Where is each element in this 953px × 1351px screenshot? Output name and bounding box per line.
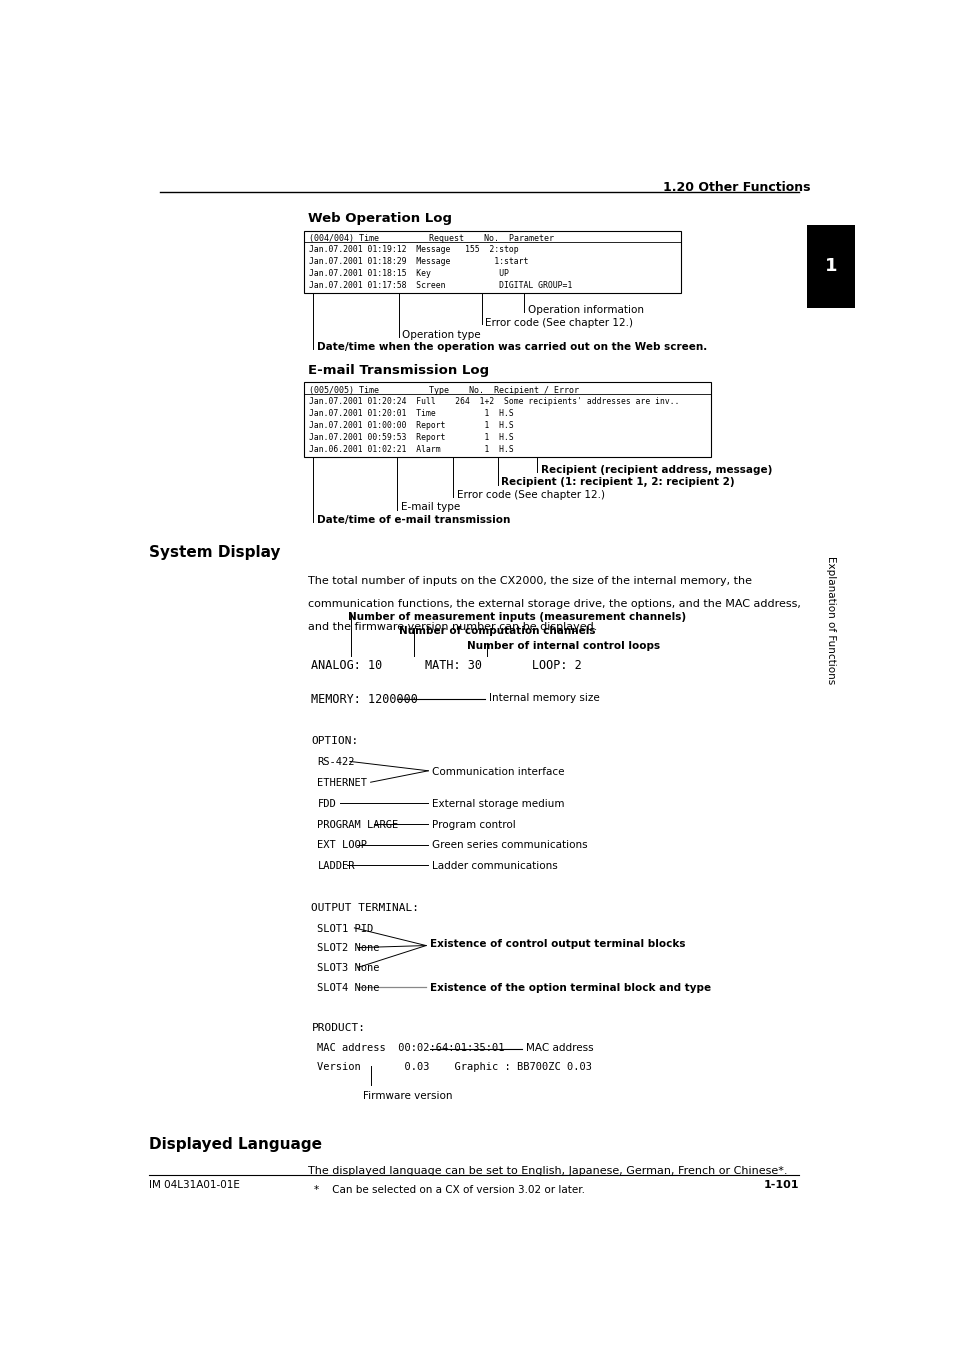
Text: LADDER: LADDER <box>317 862 355 871</box>
Text: External storage medium: External storage medium <box>432 798 564 809</box>
Text: SLOT4 None: SLOT4 None <box>317 984 379 993</box>
Text: Date/time of e-mail transmission: Date/time of e-mail transmission <box>316 515 510 526</box>
Text: Recipient (recipient address, message): Recipient (recipient address, message) <box>540 465 771 476</box>
Text: RS-422: RS-422 <box>317 758 355 767</box>
Text: MAC address  00:02:64:01:35:01: MAC address 00:02:64:01:35:01 <box>317 1043 504 1054</box>
Text: The total number of inputs on the CX2000, the size of the internal memory, the: The total number of inputs on the CX2000… <box>308 577 751 586</box>
Text: MAC address: MAC address <box>525 1043 593 1054</box>
Text: Jan.07.2001 00:59:53  Report        1  H.S: Jan.07.2001 00:59:53 Report 1 H.S <box>308 432 513 442</box>
Text: *    Can be selected on a CX of version 3.02 or later.: * Can be selected on a CX of version 3.0… <box>314 1185 584 1194</box>
Text: Jan.06.2001 01:02:21  Alarm         1  H.S: Jan.06.2001 01:02:21 Alarm 1 H.S <box>308 444 513 454</box>
Text: FDD: FDD <box>317 798 335 809</box>
Text: IM 04L31A01-01E: IM 04L31A01-01E <box>149 1179 239 1189</box>
Text: OPTION:: OPTION: <box>311 736 358 747</box>
Text: Number of measurement inputs (measurement channels): Number of measurement inputs (measuremen… <box>348 612 686 621</box>
Bar <box>806 224 854 308</box>
Text: E-mail type: E-mail type <box>400 503 459 512</box>
Text: 1: 1 <box>823 257 836 276</box>
Text: Existence of control output terminal blocks: Existence of control output terminal blo… <box>429 939 684 950</box>
Text: OUTPUT TERMINAL:: OUTPUT TERMINAL: <box>311 902 419 913</box>
Text: Green series communications: Green series communications <box>432 840 587 851</box>
Text: and the firmware version number can be displayed.: and the firmware version number can be d… <box>308 621 597 632</box>
Text: PRODUCT:: PRODUCT: <box>311 1023 365 1032</box>
Text: Jan.07.2001 01:20:24  Full    264  1+2  Some recipients' addresses are inv..: Jan.07.2001 01:20:24 Full 264 1+2 Some r… <box>308 397 679 405</box>
Text: System Display: System Display <box>149 544 280 561</box>
Text: Jan.07.2001 01:18:29  Message         1:start: Jan.07.2001 01:18:29 Message 1:start <box>308 257 527 266</box>
Text: Operation type: Operation type <box>402 331 480 340</box>
Text: Displayed Language: Displayed Language <box>149 1138 321 1152</box>
Bar <box>304 231 680 293</box>
Text: Explanation of Functions: Explanation of Functions <box>824 555 835 684</box>
Text: communication functions, the external storage drive, the options, and the MAC ad: communication functions, the external st… <box>308 598 800 609</box>
Text: (004/004) Time          Request    No.  Parameter: (004/004) Time Request No. Parameter <box>308 234 553 243</box>
Text: Web Operation Log: Web Operation Log <box>308 212 452 226</box>
Bar <box>304 382 710 457</box>
Text: Date/time when the operation was carried out on the Web screen.: Date/time when the operation was carried… <box>316 342 706 351</box>
Text: SLOT1 PID: SLOT1 PID <box>317 924 374 934</box>
Text: Number of internal control loops: Number of internal control loops <box>466 640 659 651</box>
Text: Ladder communications: Ladder communications <box>432 862 558 871</box>
Text: Number of computation channels: Number of computation channels <box>398 626 595 636</box>
Text: PROGRAM LARGE: PROGRAM LARGE <box>317 820 398 830</box>
Text: Recipient (1: recipient 1, 2: recipient 2): Recipient (1: recipient 1, 2: recipient … <box>501 477 735 488</box>
Text: Communication interface: Communication interface <box>432 766 564 777</box>
Text: SLOT3 None: SLOT3 None <box>317 963 379 973</box>
Text: MEMORY: 1200000: MEMORY: 1200000 <box>311 693 418 705</box>
Text: (005/005) Time          Type    No.  Recipient / Error: (005/005) Time Type No. Recipient / Erro… <box>308 385 578 394</box>
Text: ANALOG: 10      MATH: 30       LOOP: 2: ANALOG: 10 MATH: 30 LOOP: 2 <box>311 659 581 673</box>
Text: The displayed language can be set to English, Japanese, German, French or Chines: The displayed language can be set to Eng… <box>308 1166 786 1177</box>
Text: Firmware version: Firmware version <box>363 1092 453 1101</box>
Text: Jan.07.2001 01:20:01  Time          1  H.S: Jan.07.2001 01:20:01 Time 1 H.S <box>308 409 513 417</box>
Text: Internal memory size: Internal memory size <box>488 693 599 703</box>
Text: Jan.07.2001 01:00:00  Report        1  H.S: Jan.07.2001 01:00:00 Report 1 H.S <box>308 420 513 430</box>
Text: Program control: Program control <box>432 820 516 830</box>
Text: ETHERNET: ETHERNET <box>317 778 367 788</box>
Text: Operation information: Operation information <box>528 305 643 316</box>
Text: Error code (See chapter 12.): Error code (See chapter 12.) <box>485 317 633 328</box>
Text: Jan.07.2001 01:18:15  Key              UP: Jan.07.2001 01:18:15 Key UP <box>308 269 508 278</box>
Text: Version       0.03    Graphic : BB700ZC 0.03: Version 0.03 Graphic : BB700ZC 0.03 <box>317 1062 592 1073</box>
Text: Jan.07.2001 01:19:12  Message   155  2:stop: Jan.07.2001 01:19:12 Message 155 2:stop <box>308 245 517 254</box>
Text: Jan.07.2001 01:17:58  Screen           DIGITAL GROUP=1: Jan.07.2001 01:17:58 Screen DIGITAL GROU… <box>308 281 571 290</box>
Text: E-mail Transmission Log: E-mail Transmission Log <box>308 363 488 377</box>
Text: 1-101: 1-101 <box>763 1179 799 1189</box>
Text: Existence of the option terminal block and type: Existence of the option terminal block a… <box>429 984 710 993</box>
Text: Error code (See chapter 12.): Error code (See chapter 12.) <box>456 490 604 500</box>
Text: 1.20 Other Functions: 1.20 Other Functions <box>662 181 809 193</box>
Text: SLOT2 None: SLOT2 None <box>317 943 379 954</box>
Text: EXT LOOP: EXT LOOP <box>317 840 367 851</box>
